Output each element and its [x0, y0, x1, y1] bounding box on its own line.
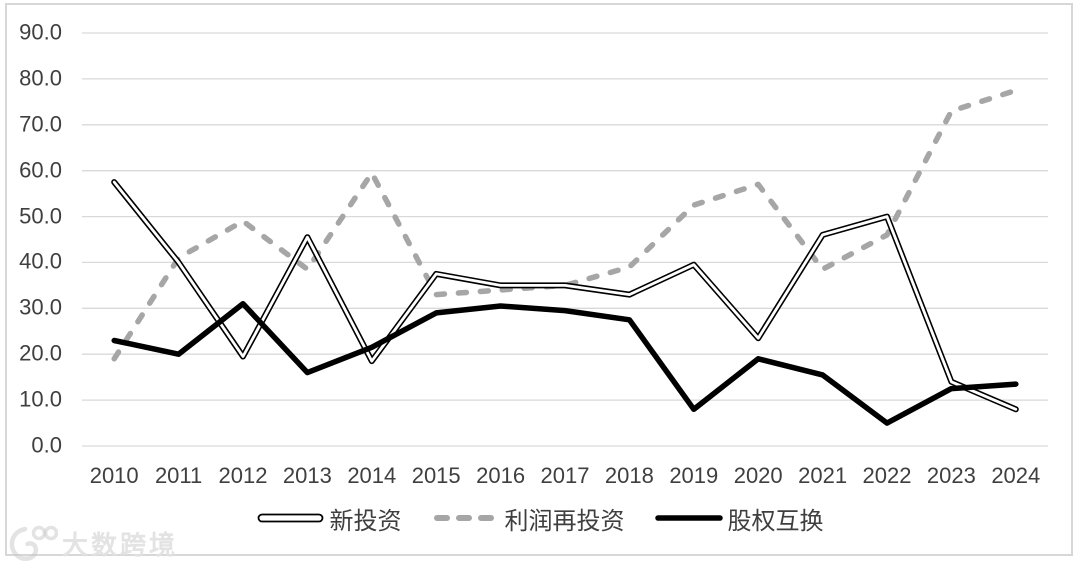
x-tick-label: 2014	[347, 463, 397, 488]
x-tick-label: 2018	[604, 463, 654, 488]
y-tick-label: 70.0	[19, 111, 62, 137]
y-tick-label: 30.0	[19, 294, 62, 320]
x-tick-label: 2011	[154, 463, 203, 488]
legend-label: 股权互换	[727, 507, 824, 535]
x-tick-label: 2024	[991, 463, 1041, 488]
y-tick-label: 0.0	[31, 432, 62, 458]
y-tick-label: 60.0	[19, 157, 62, 183]
x-tick-label: 2023	[926, 463, 976, 488]
legend-item: 利润再投资	[432, 501, 625, 536]
y-tick-label: 90.0	[19, 19, 62, 45]
double-line-sample-icon	[257, 513, 323, 523]
x-tick-label: 2013	[282, 463, 332, 488]
x-tick-label: 2022	[862, 463, 912, 488]
legend-label: 新投资	[329, 507, 402, 535]
x-tick-label: 2016	[476, 463, 526, 488]
legend-item: 股权互换	[654, 501, 824, 536]
x-tick-label: 2021	[798, 463, 848, 488]
x-tick-label: 2012	[218, 463, 268, 488]
solid-line-sample-icon	[654, 515, 723, 521]
y-tick-label: 80.0	[19, 65, 62, 91]
legend-item: 新投资	[257, 501, 402, 536]
legend-label: 利润再投资	[504, 507, 625, 535]
series-line-equity-swap	[111, 300, 1019, 426]
x-tick-label: 2015	[411, 463, 461, 488]
chart-legend: 新投资 利润再投资 股权互换	[0, 501, 1080, 536]
dashed-line-sample-icon	[433, 515, 498, 521]
y-tick-label: 10.0	[19, 386, 62, 412]
chart-frame	[5, 3, 1073, 556]
x-tick-label: 2010	[89, 463, 139, 488]
y-tick-label: 20.0	[19, 340, 62, 366]
y-tick-label: 40.0	[19, 248, 62, 274]
x-tick-label: 2019	[669, 463, 719, 488]
series-line-new-investment-core	[112, 180, 1018, 411]
x-tick-label: 2017	[540, 463, 590, 488]
y-tick-label: 50.0	[19, 203, 62, 229]
series-line-profit-reinvestment	[111, 87, 1019, 362]
x-tick-label: 2020	[733, 463, 783, 488]
